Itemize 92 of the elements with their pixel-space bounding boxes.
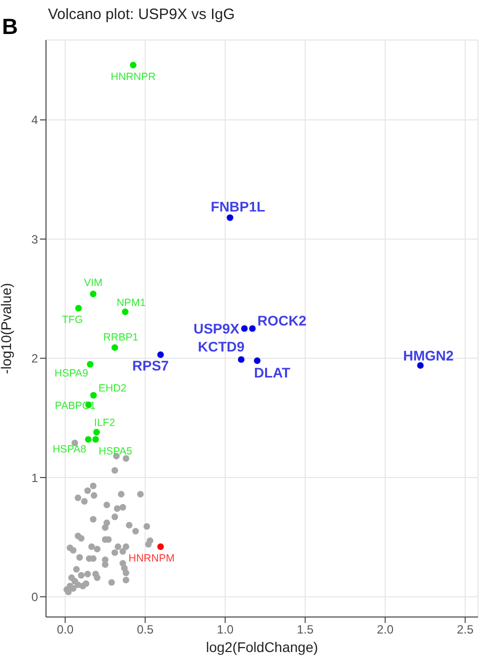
point: [112, 549, 118, 556]
point: [92, 436, 99, 443]
point: [81, 498, 88, 505]
point: [76, 554, 83, 561]
data-label: KCTD9: [198, 338, 245, 354]
point: [112, 344, 118, 351]
y-tick-label: 2: [31, 352, 38, 366]
point: [238, 356, 244, 363]
point: [88, 543, 95, 550]
point: [102, 524, 108, 531]
point: [122, 543, 130, 550]
point: [118, 490, 124, 498]
data-label: HNRNPM: [128, 552, 175, 565]
x-tick-label: 2.0: [376, 622, 394, 637]
x-tick-label: 1.5: [296, 622, 314, 637]
point: [241, 325, 248, 332]
point: [84, 570, 91, 578]
point: [90, 482, 96, 490]
data-label: RPS7: [132, 358, 170, 374]
y-tick-label: 4: [31, 113, 38, 128]
data-label: TFG: [62, 314, 83, 326]
point: [65, 588, 72, 596]
data-label: NPM1: [116, 296, 146, 309]
y-tick-label: 1: [31, 470, 38, 485]
point: [130, 62, 136, 68]
point: [120, 504, 126, 511]
point: [74, 582, 82, 588]
point: [144, 523, 150, 530]
point: [132, 528, 139, 534]
x-tick-label: 1.0: [216, 622, 234, 637]
point: [73, 566, 80, 573]
data-label: HNRNPR: [110, 71, 156, 84]
point: [74, 494, 82, 502]
point: [94, 546, 100, 552]
point: [417, 362, 424, 369]
point: [104, 502, 110, 508]
point: [84, 436, 92, 443]
point: [86, 360, 94, 368]
point: [122, 576, 130, 584]
x-tick-label: 2.5: [456, 622, 474, 637]
data-label: PABPC1: [54, 400, 96, 412]
point: [122, 570, 130, 576]
point: [90, 492, 98, 499]
chart-title: Volcano plot: USP9X vs IgG: [48, 6, 235, 23]
x-tick-label: 0.0: [56, 622, 74, 637]
data-label: HSPA9: [54, 367, 88, 380]
x-axis-title: log2(FoldChange): [206, 639, 318, 655]
point: [122, 455, 130, 462]
point: [122, 308, 128, 316]
data-label: USP9X: [193, 320, 240, 336]
data-label: HMGN2: [403, 347, 454, 364]
point: [90, 516, 96, 523]
point: [157, 543, 164, 550]
point: [254, 357, 260, 364]
point: [112, 467, 118, 474]
point: [70, 585, 76, 592]
data-label: EHD2: [98, 382, 127, 394]
point: [90, 392, 97, 399]
data-label: HSPA5: [98, 445, 132, 458]
point: [90, 290, 96, 298]
y-tick-label: 3: [31, 232, 38, 246]
point: [78, 535, 84, 542]
point: [120, 548, 126, 555]
y-axis-title: -log10(Pvalue): [0, 282, 14, 374]
data-label: ROCK2: [257, 312, 307, 328]
point: [94, 574, 100, 581]
point: [82, 580, 90, 587]
data-label: HSPA8: [52, 443, 86, 456]
point: [93, 428, 100, 436]
point: [108, 579, 115, 586]
data-label: FNBP1L: [210, 198, 266, 215]
data-label: VIM: [84, 276, 103, 289]
text: B: [2, 14, 18, 40]
point: [70, 546, 76, 554]
data-label: ILF2: [94, 417, 116, 430]
point: [157, 351, 164, 358]
data-label: DLAT: [254, 364, 291, 381]
point: [78, 572, 84, 579]
point: [75, 304, 82, 312]
data-label: RRBP1: [103, 332, 138, 344]
y-tick-label: 0: [31, 590, 38, 604]
point: [226, 214, 234, 221]
x-tick-label: 0.5: [136, 622, 154, 637]
point: [112, 514, 118, 520]
point: [137, 490, 144, 498]
point: [249, 325, 256, 332]
point: [145, 540, 152, 548]
point: [114, 543, 122, 550]
point: [114, 505, 120, 512]
point: [126, 522, 132, 529]
point: [102, 561, 108, 568]
point: [84, 487, 91, 494]
